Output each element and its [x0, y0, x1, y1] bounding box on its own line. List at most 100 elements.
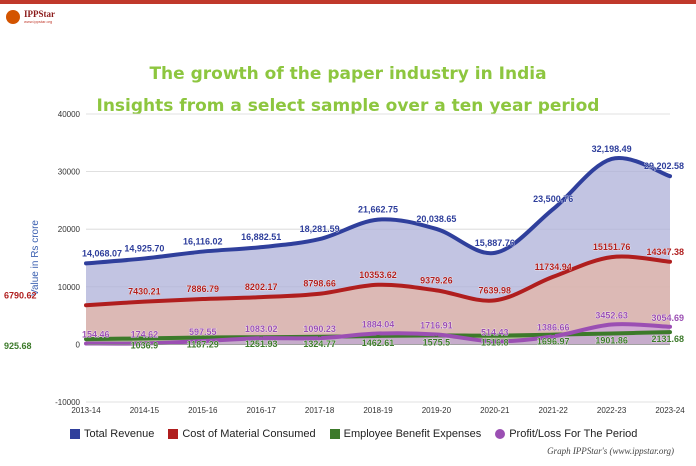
data-point — [142, 300, 146, 304]
data-label: 1083.02 — [245, 324, 278, 334]
data-label: 1036.9 — [131, 340, 159, 350]
data-label: 29,202.58 — [644, 161, 684, 171]
data-label: 1696.97 — [537, 337, 570, 347]
data-label: 7430.21 — [128, 287, 161, 297]
legend-label: Total Revenue — [84, 428, 155, 440]
data-label: 174.62 — [131, 329, 159, 339]
y-tick-label: -10000 — [55, 398, 80, 407]
data-point — [376, 334, 380, 338]
y-tick-label: 30000 — [58, 168, 81, 177]
chart-canvas: -10000 0 10000 20000 30000 40000 2013-14 2014-1… — [4, 110, 686, 415]
data-label: 1901.86 — [595, 335, 628, 345]
data-label: 3452.63 — [595, 311, 628, 321]
data-label: 154.46 — [82, 330, 110, 340]
legend-swatch — [168, 429, 179, 439]
legend-swatch — [329, 429, 340, 439]
data-point — [376, 331, 380, 336]
data-point — [142, 336, 146, 341]
data-label: 1324.77 — [303, 339, 336, 349]
data-point — [201, 297, 205, 301]
data-label: 597.55 — [189, 327, 217, 337]
data-label: 1386.66 — [537, 322, 570, 332]
data-point — [142, 341, 146, 345]
data-label: 21,662.75 — [358, 205, 398, 215]
x-tick-label: 2021-22 — [539, 406, 569, 415]
data-point — [551, 275, 555, 279]
chart-title: The growth of the paper industry in Indi… — [149, 64, 547, 84]
data-point — [201, 335, 205, 340]
legend-label: Cost of Material Consumed — [182, 428, 316, 440]
data-label: 7886.79 — [187, 284, 220, 294]
x-tick-label: 2022-23 — [597, 406, 627, 415]
data-point — [493, 334, 497, 338]
data-point — [376, 218, 380, 222]
data-point — [610, 157, 614, 161]
data-point — [259, 295, 263, 299]
y-axis-label: Value in Rs crore — [30, 220, 41, 296]
data-label: 2131.68 — [651, 334, 684, 344]
data-label: 11734.94 — [535, 262, 572, 272]
data-point — [434, 227, 438, 231]
data-label: 16,116.02 — [183, 237, 223, 247]
data-point — [668, 330, 672, 334]
data-label: 14,925.70 — [124, 243, 164, 253]
data-point — [201, 249, 205, 254]
data-label: 1251.93 — [245, 339, 278, 349]
data-point — [318, 292, 322, 296]
graph-credit: Graph IPPStar's (www.ippstar.org) — [547, 446, 674, 456]
legend-item-total-revenue: Total Revenue — [70, 428, 154, 440]
line-total-revenue — [84, 155, 672, 266]
data-point — [318, 237, 322, 241]
data-label: 10353.62 — [359, 270, 397, 280]
data-point — [142, 256, 146, 261]
data-label: 1575.5 — [423, 337, 451, 347]
legend-item-employee-benefit: Employee Benefit Expenses — [329, 428, 481, 440]
legend-item-cost-material: Cost of Material Consumed — [168, 428, 316, 440]
data-point — [201, 339, 205, 343]
area-cost-of-material-consumed — [86, 256, 670, 345]
data-label: 14347.38 — [646, 247, 684, 257]
data-label: 7639.98 — [479, 285, 512, 295]
data-label: 16,882.51 — [241, 232, 281, 242]
data-point — [551, 207, 555, 211]
x-tick-label: 2016-17 — [247, 406, 277, 415]
data-point — [84, 337, 88, 341]
data-label: 1187.29 — [187, 340, 219, 350]
data-point — [493, 251, 497, 255]
data-point — [434, 288, 438, 292]
data-label: 20,038.65 — [416, 214, 456, 224]
data-point — [668, 325, 672, 329]
legend: Total Revenue Cost of Material Consumed … — [70, 428, 637, 440]
x-tick-label: 2013-14 — [71, 406, 101, 415]
data-point — [551, 334, 555, 339]
data-label: 1716.91 — [420, 321, 453, 331]
x-tick-label: 2018-19 — [363, 406, 393, 415]
x-tick-label: 2015-16 — [188, 406, 218, 415]
data-point — [610, 255, 614, 259]
data-point — [84, 303, 88, 307]
x-tick-label: 2023-24 — [655, 406, 685, 415]
x-tick-label: 2019-20 — [422, 406, 452, 415]
data-point — [493, 339, 497, 344]
data-label: 8202.17 — [245, 282, 278, 292]
data-label: 15151.76 — [593, 242, 631, 252]
data-label: 3054.69 — [651, 313, 684, 323]
data-label: 8798.66 — [303, 279, 336, 289]
data-label: 14,068.07 — [82, 248, 122, 258]
y-tick-label: 0 — [76, 340, 81, 349]
data-label: 514.43 — [481, 327, 509, 337]
brand-name: IPPStar — [24, 9, 55, 19]
brand-tagline: www.ippstar.org — [24, 19, 53, 24]
brand-logo: IPPStar www.ippstar.org — [6, 10, 55, 24]
data-label: 1884.04 — [362, 320, 395, 330]
data-label: 18,281.59 — [300, 224, 340, 234]
data-point — [610, 331, 614, 336]
legend-swatch — [495, 429, 506, 439]
legend-item-profit-loss: Profit/Loss For The Period — [495, 428, 637, 440]
data-point — [376, 283, 380, 287]
data-point — [259, 245, 263, 249]
data-label: 6790.62 — [4, 290, 37, 300]
data-label: 32,198.49 — [592, 144, 632, 154]
legend-swatch — [70, 429, 80, 439]
